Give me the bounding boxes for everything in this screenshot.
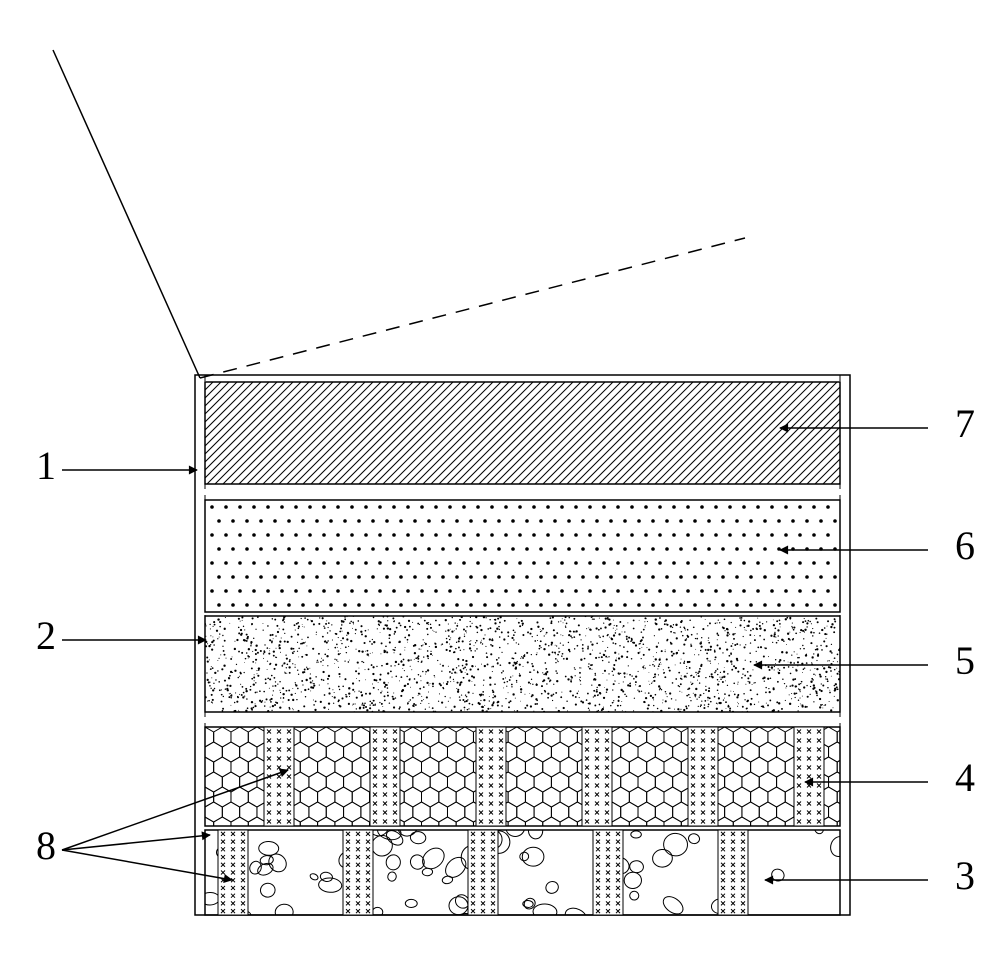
strut-column xyxy=(218,830,248,915)
strut-column xyxy=(476,727,506,826)
label-2: 2 xyxy=(36,613,56,658)
leader-8 xyxy=(62,850,232,880)
label-5: 5 xyxy=(955,638,975,683)
layer-L7 xyxy=(103,382,1000,484)
strut-column xyxy=(794,727,824,826)
layer-L3 xyxy=(200,497,851,961)
layer-L4 xyxy=(196,727,863,837)
strut-column xyxy=(593,830,623,915)
label-4: 4 xyxy=(955,755,975,800)
strut-column xyxy=(468,830,498,915)
layer-border-L5 xyxy=(205,616,840,712)
label-3: 3 xyxy=(955,853,975,898)
strut-column xyxy=(688,727,718,826)
layer-L5 xyxy=(204,615,841,713)
lid-line-dashed xyxy=(200,238,745,378)
layer-L6 xyxy=(210,505,837,607)
label-1: 1 xyxy=(36,443,56,488)
lid-line-solid xyxy=(53,50,200,378)
strut-column xyxy=(370,727,400,826)
label-7: 7 xyxy=(955,401,975,446)
strut-column xyxy=(718,830,748,915)
strut-column xyxy=(343,830,373,915)
label-8: 8 xyxy=(36,823,56,868)
strut-column xyxy=(582,727,612,826)
diagram-root: 7 6 5 4 3 1 2 8 xyxy=(0,0,1000,961)
label-6: 6 xyxy=(955,523,975,568)
layer-border-L6 xyxy=(205,500,840,612)
